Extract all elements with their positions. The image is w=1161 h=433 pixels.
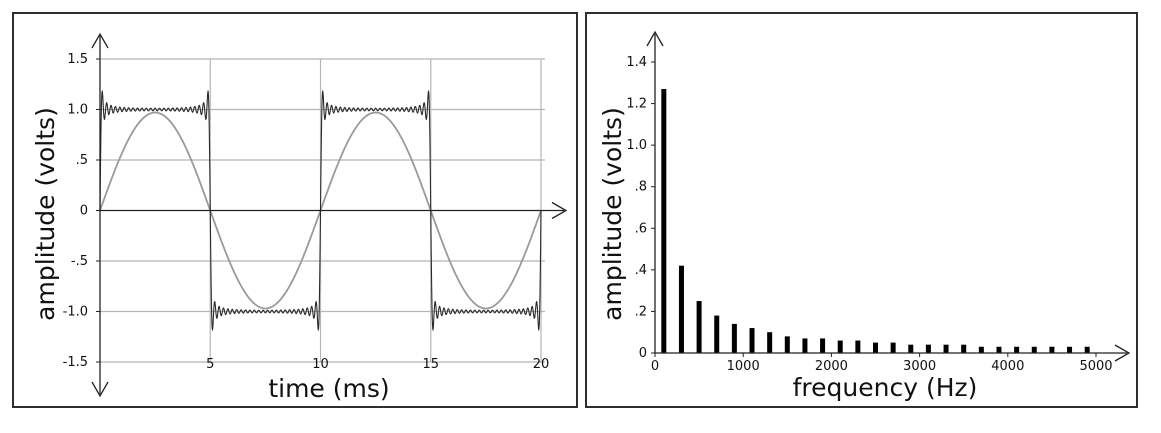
x-tick-label: 3000 [903, 359, 936, 374]
spectrum-bar [1084, 346, 1090, 353]
time-tick-labels: 1.5 1.0 .5 0 -.5 -1.0 -1.5 5 10 15 20 [63, 52, 550, 372]
time-domain-panel: 1.5 1.0 .5 0 -.5 -1.0 -1.5 5 10 15 20 time (ms) am… [12, 12, 578, 408]
spectrum-bar [678, 265, 684, 353]
y-tick-label: 0 [639, 346, 647, 361]
y-tick-label: 1.0 [67, 103, 88, 118]
spectrum-bar [1067, 346, 1073, 353]
spectrum-bar [837, 340, 843, 353]
spectrum-bar [943, 344, 949, 353]
frequency-tick-labels: 1.4 1.2 1.0 .8 .6 .4 .2 00 1000 2000 3000 4000 5000 [626, 55, 1112, 374]
spectrum-bar [731, 323, 737, 353]
y-tick-label: .2 [635, 304, 647, 319]
x-tick-label: 5000 [1079, 359, 1112, 374]
x-tick-label: 0 [651, 359, 659, 374]
spectrum-bar [961, 344, 967, 353]
time-domain-chart: 1.5 1.0 .5 0 -.5 -1.0 -1.5 5 10 15 20 time (ms) am… [31, 32, 568, 403]
spectrum-bar [855, 340, 861, 353]
y-tick-label: -1.5 [63, 355, 88, 370]
y-tick-label: -.5 [71, 254, 88, 269]
x-tick-label: 4000 [991, 359, 1024, 374]
y-tick-label: .8 [635, 180, 647, 195]
spectrum-bar [908, 344, 914, 353]
y-tick-label: .6 [635, 221, 647, 236]
frequency-axes [646, 30, 1131, 362]
x-tick-label: 2000 [815, 359, 848, 374]
y-axis-arrow-down [91, 381, 109, 398]
spectrum-bar [1014, 346, 1020, 353]
spectrum-bar [784, 336, 790, 353]
x-axis-arrow [551, 201, 568, 220]
y-axis-title: amplitude (volts) [598, 107, 627, 321]
x-axis-arrow [1114, 344, 1131, 362]
y-tick-label: 1.4 [626, 55, 647, 70]
y-axis-title: amplitude (volts) [31, 107, 60, 321]
spectrum-bar [890, 342, 896, 353]
x-axis-title: time (ms) [268, 374, 389, 403]
spectrum-bar [749, 328, 755, 353]
x-tick-label: 5 [206, 357, 214, 372]
x-tick-label: 20 [533, 357, 550, 372]
spectrum-bar [925, 344, 931, 353]
spectrum-bar [820, 338, 826, 353]
spectrum-bar [978, 346, 984, 353]
time-axes [91, 32, 568, 398]
x-tick-label: 1000 [727, 359, 760, 374]
y-tick-label: 1.2 [626, 97, 647, 112]
spectrum-bars [661, 89, 1090, 354]
spectrum-bar [1031, 346, 1037, 353]
spectrum-bar [767, 332, 773, 353]
spectrum-bar [996, 346, 1002, 353]
spectrum-bar [661, 89, 667, 354]
frequency-domain-panel: 1.4 1.2 1.0.8.6.4.2 0 0 1000 2000 3000 4000 5000 … [585, 12, 1138, 408]
x-tick-label: 10 [312, 357, 329, 372]
spectrum-bar [1049, 346, 1055, 353]
y-axis-arrow [646, 30, 664, 47]
spectrum-bar [802, 338, 808, 353]
y-tick-label: 1.0 [626, 138, 647, 153]
x-axis-title: frequency (Hz) [793, 373, 978, 402]
frequency-domain-chart: 1.41.21.0.8.6.4.200 1000 2000 3000 4000 5000 … [598, 30, 1131, 402]
y-tick-label: .4 [635, 263, 647, 278]
y-tick-label: .5 [76, 153, 88, 168]
spectrum-bar [696, 301, 702, 353]
x-tick-label: 15 [422, 357, 439, 372]
spectrum-bar [873, 342, 878, 353]
y-tick-label: -1.0 [63, 305, 88, 320]
y-axis-arrow-up [91, 32, 109, 49]
spectrum-bar [714, 315, 720, 353]
y-tick-label: 0 [80, 204, 88, 219]
y-tick-label: 1.5 [67, 52, 88, 67]
